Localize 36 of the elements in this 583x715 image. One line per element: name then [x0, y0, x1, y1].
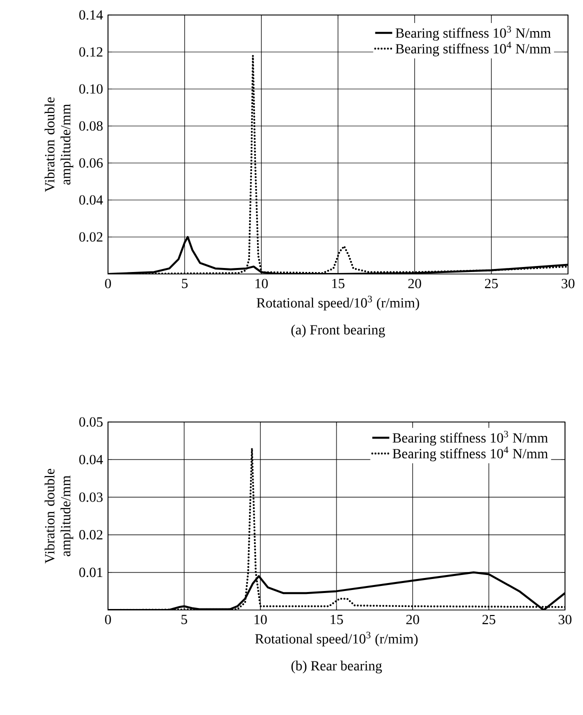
x-tick-label: 10	[254, 614, 267, 624]
legend-label: Bearing stiffness 10$^{4}$ N/mm	[396, 42, 551, 56]
y-tick-label: 0.02	[79, 232, 102, 242]
y-tick-label: 0.05	[79, 417, 103, 427]
x-tick-label: 20	[406, 614, 420, 624]
y-tick-label: 0.08	[79, 121, 103, 131]
x-tick-label: 30	[558, 614, 572, 624]
x-tick-label: 0	[105, 614, 111, 624]
x-axis-title: Rotational speed/10$^{3}$ (r/mim)	[255, 632, 418, 646]
x-axis-title: Rotational speed/10$^{3}$ (r/mim)	[256, 296, 420, 310]
x-tick-label: 15	[332, 278, 344, 288]
x-tick-label: 10	[256, 278, 268, 288]
x-tick-label: 25	[484, 278, 498, 288]
y-axis-title: Vibration double amplitude/mm	[44, 468, 74, 564]
y-tick-label: 0.03	[79, 492, 103, 502]
x-tick-label: 15	[330, 614, 343, 624]
x-tick-label: 5	[181, 614, 188, 624]
legend-label: Bearing stiffness 10$^{4}$ N/mm	[392, 446, 548, 462]
y-tick-label: 0.06	[79, 158, 103, 168]
y-tick-label: 0.04	[79, 454, 103, 464]
y-tick-label: 0.14	[79, 10, 103, 20]
y-axis-title: Vibration double amplitude/mm	[44, 97, 74, 192]
y-tick-label: 0.01	[79, 568, 102, 578]
y-tick-label: 0.10	[79, 84, 103, 94]
y-tick-label: 0.04	[79, 195, 103, 205]
x-tick-label: 25	[482, 614, 496, 624]
x-tick-label: 30	[562, 278, 574, 288]
y-tick-label: 0.12	[79, 47, 102, 57]
text: (a) Front bearing	[291, 324, 385, 338]
legend-label: Bearing stiffness 10$^{3}$ N/mm	[396, 26, 551, 41]
x-tick-label: 20	[408, 278, 422, 288]
y-tick-label: 0.02	[79, 530, 102, 540]
legend-label: Bearing stiffness 10$^{3}$ N/mm	[392, 430, 548, 446]
x-tick-label: 5	[182, 278, 188, 288]
text: (b) Rear bearing	[291, 660, 382, 674]
x-tick-label: 0	[105, 278, 111, 288]
